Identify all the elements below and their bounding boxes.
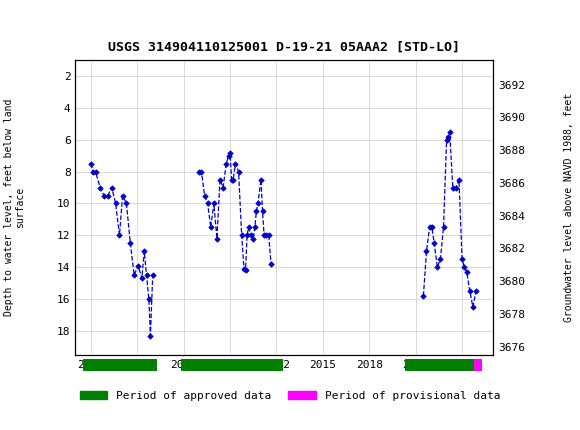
- Bar: [180, 359, 282, 371]
- Bar: [83, 359, 157, 371]
- Text: USGS 314904110125001 D-19-21 05AAA2 [STD-LO]: USGS 314904110125001 D-19-21 05AAA2 [STD…: [108, 41, 460, 54]
- Text: ≡USGS: ≡USGS: [10, 14, 65, 31]
- Bar: [405, 359, 474, 371]
- Bar: [474, 359, 482, 371]
- Legend: Period of approved data, Period of provisional data: Period of approved data, Period of provi…: [75, 386, 505, 405]
- Y-axis label: Groundwater level above NAVD 1988, feet: Groundwater level above NAVD 1988, feet: [564, 93, 574, 322]
- Y-axis label: Depth to water level, feet below land
surface: Depth to water level, feet below land su…: [3, 99, 26, 316]
